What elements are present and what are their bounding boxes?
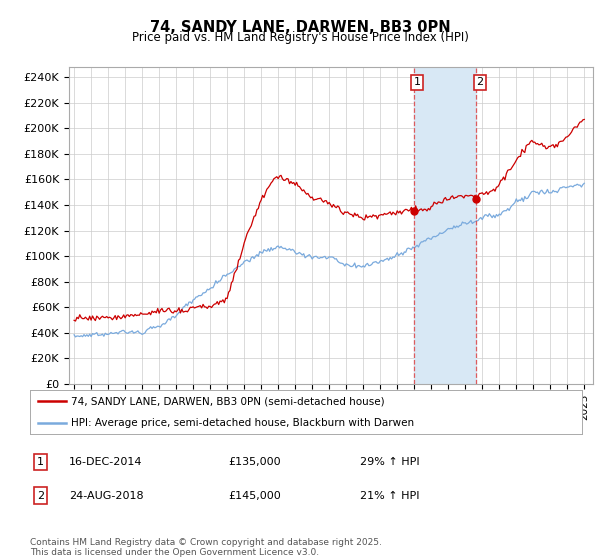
Text: 24-AUG-2018: 24-AUG-2018: [69, 491, 143, 501]
Text: £135,000: £135,000: [228, 457, 281, 467]
Text: Price paid vs. HM Land Registry's House Price Index (HPI): Price paid vs. HM Land Registry's House …: [131, 31, 469, 44]
Text: 1: 1: [414, 77, 421, 87]
Text: 21% ↑ HPI: 21% ↑ HPI: [360, 491, 419, 501]
Text: 29% ↑ HPI: 29% ↑ HPI: [360, 457, 419, 467]
Bar: [414, 67, 476, 384]
Text: Contains HM Land Registry data © Crown copyright and database right 2025.
This d: Contains HM Land Registry data © Crown c…: [30, 538, 382, 557]
Text: 74, SANDY LANE, DARWEN, BB3 0PN: 74, SANDY LANE, DARWEN, BB3 0PN: [149, 20, 451, 35]
Text: £145,000: £145,000: [228, 491, 281, 501]
Text: 1: 1: [37, 457, 44, 467]
Text: 16-DEC-2014: 16-DEC-2014: [69, 457, 143, 467]
Text: 74, SANDY LANE, DARWEN, BB3 0PN (semi-detached house): 74, SANDY LANE, DARWEN, BB3 0PN (semi-de…: [71, 396, 385, 406]
Text: HPI: Average price, semi-detached house, Blackburn with Darwen: HPI: Average price, semi-detached house,…: [71, 418, 415, 428]
Text: 2: 2: [476, 77, 484, 87]
Text: 2: 2: [37, 491, 44, 501]
